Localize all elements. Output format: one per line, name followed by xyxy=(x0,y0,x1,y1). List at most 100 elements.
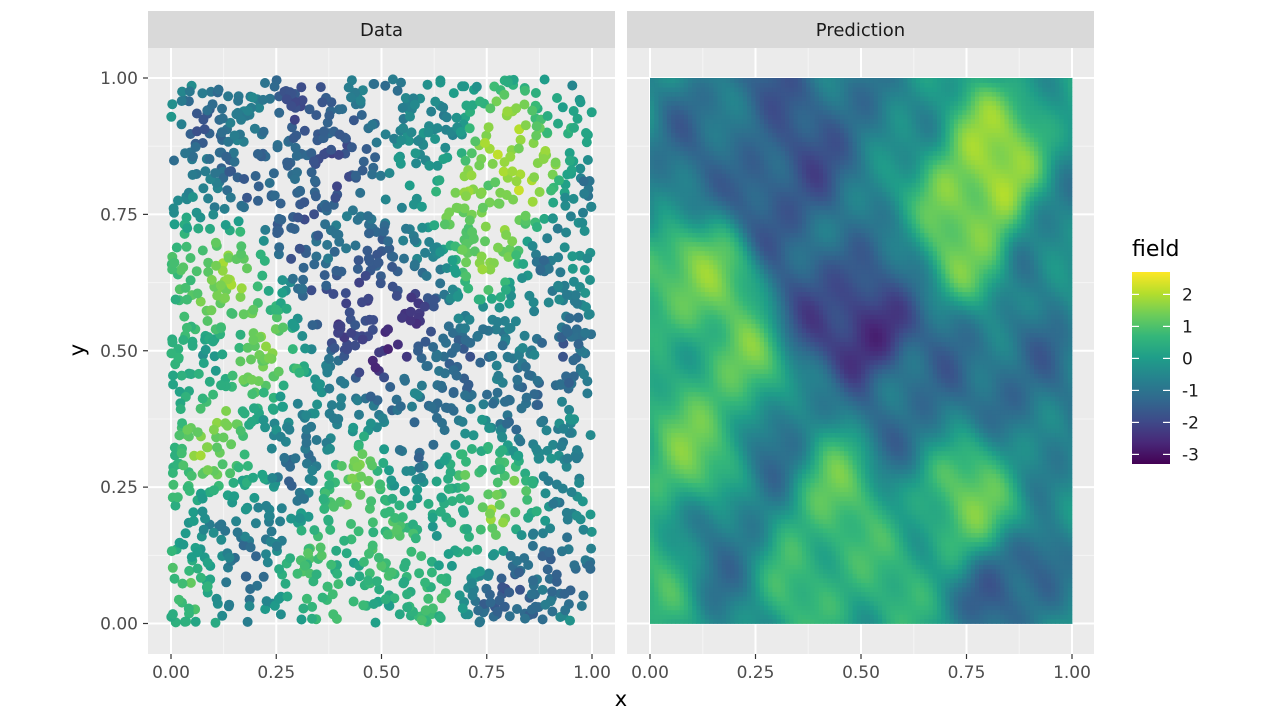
prediction-cell xyxy=(869,541,875,547)
data-point xyxy=(252,580,263,591)
prediction-cell xyxy=(738,573,744,579)
prediction-cell xyxy=(1021,505,1026,511)
prediction-cell xyxy=(991,582,997,588)
prediction-cell xyxy=(966,509,972,515)
prediction-cell xyxy=(734,582,740,588)
prediction-cell xyxy=(835,559,841,565)
prediction-cell xyxy=(687,550,693,556)
data-point xyxy=(377,413,388,424)
data-point xyxy=(193,223,204,234)
prediction-cell xyxy=(730,505,735,511)
prediction-cell xyxy=(915,587,921,593)
prediction-cell xyxy=(1046,614,1052,620)
prediction-cell xyxy=(936,550,942,556)
prediction-cell xyxy=(709,541,714,547)
prediction-cell xyxy=(882,500,887,506)
prediction-cell xyxy=(949,555,955,561)
prediction-cell xyxy=(785,568,790,574)
prediction-cell xyxy=(911,564,917,570)
prediction-cell xyxy=(924,573,929,579)
prediction-cell xyxy=(683,564,689,570)
prediction-cell xyxy=(936,582,942,588)
data-point xyxy=(200,166,211,177)
prediction-cell xyxy=(755,487,761,493)
prediction-cell xyxy=(941,537,946,543)
prediction-cell xyxy=(738,541,744,547)
prediction-cell xyxy=(852,500,858,506)
prediction-cell xyxy=(1021,555,1026,561)
data-point xyxy=(511,176,522,187)
data-point xyxy=(326,400,337,411)
prediction-cell xyxy=(898,532,904,538)
prediction-cell xyxy=(1050,605,1056,611)
prediction-cell xyxy=(725,578,731,583)
prediction-cell xyxy=(1021,578,1026,583)
prediction-cell xyxy=(1055,487,1060,493)
prediction-cell xyxy=(1034,564,1039,570)
prediction-cell xyxy=(763,532,769,538)
prediction-cell xyxy=(861,496,866,502)
data-point xyxy=(426,401,437,412)
prediction-cell xyxy=(865,500,870,506)
data-point xyxy=(520,613,530,624)
data-point xyxy=(486,293,497,304)
prediction-cell xyxy=(848,523,853,529)
prediction-cell xyxy=(966,587,972,593)
prediction-cell xyxy=(666,600,672,606)
prediction-cell xyxy=(979,568,984,574)
prediction-cell xyxy=(848,496,853,502)
data-point xyxy=(278,401,288,412)
data-point xyxy=(558,351,568,362)
data-point xyxy=(209,485,219,496)
prediction-cell xyxy=(844,600,849,606)
prediction-cell xyxy=(696,491,702,497)
prediction-cell xyxy=(700,546,706,552)
data-point xyxy=(447,255,458,266)
prediction-cell xyxy=(776,509,782,515)
data-point xyxy=(355,95,366,106)
data-point xyxy=(221,577,232,588)
data-point xyxy=(235,356,246,367)
prediction-cell xyxy=(1000,564,1005,570)
prediction-cell xyxy=(827,573,832,579)
prediction-cell xyxy=(861,559,866,565)
prediction-cell xyxy=(1055,609,1060,615)
data-point xyxy=(439,455,450,466)
data-point xyxy=(572,113,583,124)
data-point xyxy=(295,186,306,197)
prediction-cell xyxy=(1042,555,1048,561)
data-point xyxy=(188,151,198,162)
data-point xyxy=(354,571,365,582)
prediction-cell xyxy=(818,528,824,533)
prediction-cell xyxy=(991,500,997,506)
prediction-cell xyxy=(717,546,723,552)
data-point xyxy=(187,169,198,180)
prediction-cell xyxy=(801,482,807,488)
prediction-cell xyxy=(932,550,938,556)
prediction-cell xyxy=(932,487,938,493)
data-point xyxy=(321,280,332,291)
prediction-cell xyxy=(709,482,714,488)
prediction-cell xyxy=(987,582,993,588)
prediction-cell xyxy=(768,559,773,565)
prediction-cell xyxy=(877,600,883,606)
prediction-cell xyxy=(1038,614,1043,620)
prediction-cell xyxy=(785,487,790,493)
prediction-cell xyxy=(725,505,731,511)
prediction-cell xyxy=(692,578,697,583)
prediction-cell xyxy=(1029,500,1035,506)
prediction-cell xyxy=(801,568,807,574)
data-point xyxy=(557,396,567,407)
data-point xyxy=(337,104,348,115)
prediction-cell xyxy=(958,496,963,502)
prediction-cell xyxy=(970,523,976,529)
prediction-cell xyxy=(932,564,938,570)
prediction-cell xyxy=(683,546,689,552)
prediction-cell xyxy=(797,546,803,552)
prediction-cell xyxy=(763,528,769,533)
prediction-cell xyxy=(1050,618,1056,624)
prediction-cell xyxy=(1000,523,1005,529)
data-point xyxy=(552,223,563,234)
prediction-cell xyxy=(709,596,714,602)
data-point xyxy=(492,149,503,160)
